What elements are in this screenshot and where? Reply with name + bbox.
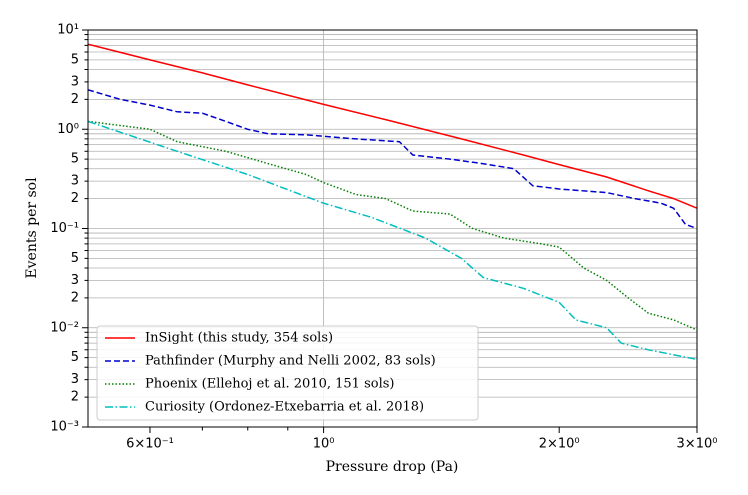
x-tick-label: 2×10⁰	[539, 437, 580, 452]
series-line	[88, 43, 697, 209]
y-tick-label: 3	[71, 273, 79, 288]
y-axis-label: Events per sol	[24, 177, 40, 279]
y-tick-label: 2	[71, 92, 79, 107]
legend-box	[96, 325, 479, 421]
plot-area	[88, 43, 697, 361]
y-tick-label: 10⁻³	[50, 420, 79, 435]
y-tick-label: 5	[71, 152, 79, 167]
y-tick-label: 10⁰	[57, 122, 79, 137]
y-tick-label: 3	[71, 174, 79, 189]
x-tick-label: 6×10⁻¹	[126, 437, 174, 452]
x-axis-label: Pressure drop (Pa)	[326, 459, 459, 475]
y-tick-label: 3	[71, 74, 79, 89]
y-tick-label: 10⁻²	[50, 320, 79, 335]
y-tick-label: 5	[71, 52, 79, 67]
y-tick-label: 2	[71, 191, 79, 206]
y-tick-label: 3	[71, 372, 79, 387]
series-line	[88, 120, 697, 361]
legend-label: Pathfinder (Murphy and Nelli 2002, 83 so…	[145, 354, 436, 369]
y-tick-label: 10¹	[57, 23, 79, 38]
y-tick-label: 5	[71, 350, 79, 365]
legend-label: InSight (this study, 354 sols)	[145, 331, 333, 346]
x-tick-label: 3×10⁰	[677, 437, 718, 452]
x-tick-label: 10⁰	[313, 437, 335, 452]
y-tick-label: 5	[71, 251, 79, 266]
legend-label: Phoenix (Ellehoj et al. 2010, 151 sols)	[145, 377, 394, 392]
series-line	[88, 89, 697, 230]
legend-label: Curiosity (Ordonez-Etxebarria et al. 201…	[145, 400, 424, 415]
y-tick-label: 2	[71, 290, 79, 305]
y-tick-label: 10⁻¹	[50, 221, 79, 236]
y-tick-label: 2	[71, 390, 79, 405]
